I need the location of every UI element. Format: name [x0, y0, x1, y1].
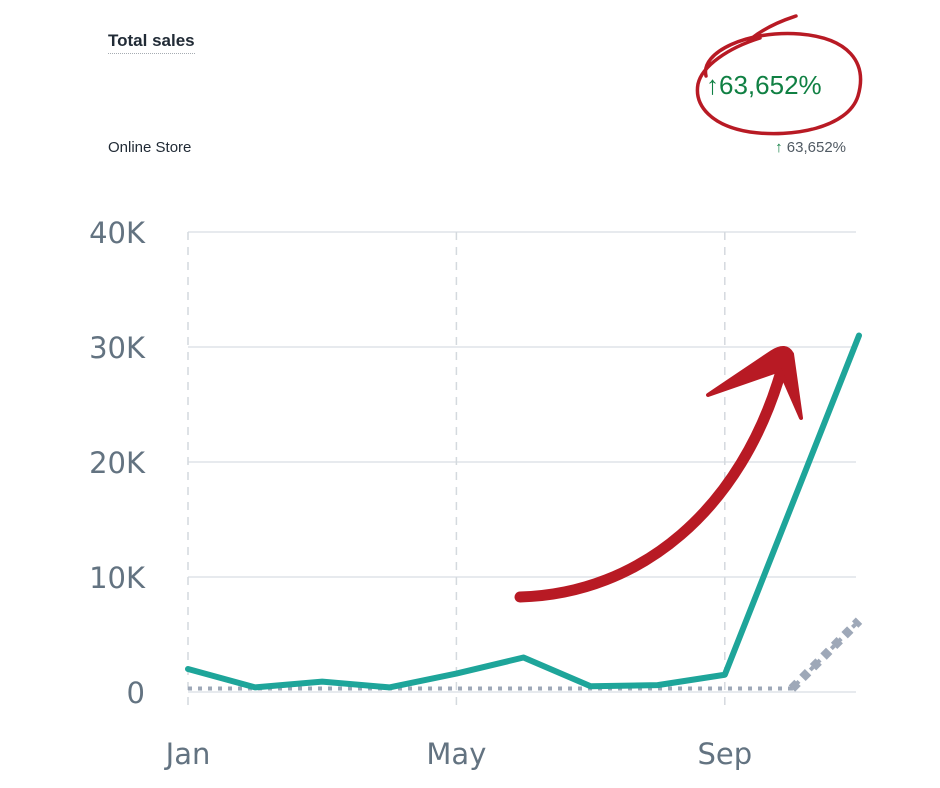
series-line-previous-period-rise	[788, 617, 863, 692]
series-line-current-period	[185, 332, 862, 691]
y-tick-label: 20K	[89, 446, 146, 480]
channel-label-online-store: Online Store	[108, 139, 192, 156]
x-tick-label: Sep	[697, 737, 752, 771]
channel-change-percent: ↑ 63,652%	[775, 139, 846, 156]
y-tick-label: 40K	[89, 216, 146, 250]
channel-change-value: 63,652%	[786, 139, 846, 156]
y-tick-label: 10K	[89, 561, 146, 595]
y-tick-label: 0	[127, 676, 145, 710]
x-tick-label: May	[426, 737, 486, 771]
arrow-up-icon: ↑	[775, 139, 783, 156]
report-title[interactable]: Total sales	[108, 31, 195, 54]
x-tick-label: Jan	[164, 737, 211, 771]
y-tick-label: 30K	[89, 331, 146, 365]
